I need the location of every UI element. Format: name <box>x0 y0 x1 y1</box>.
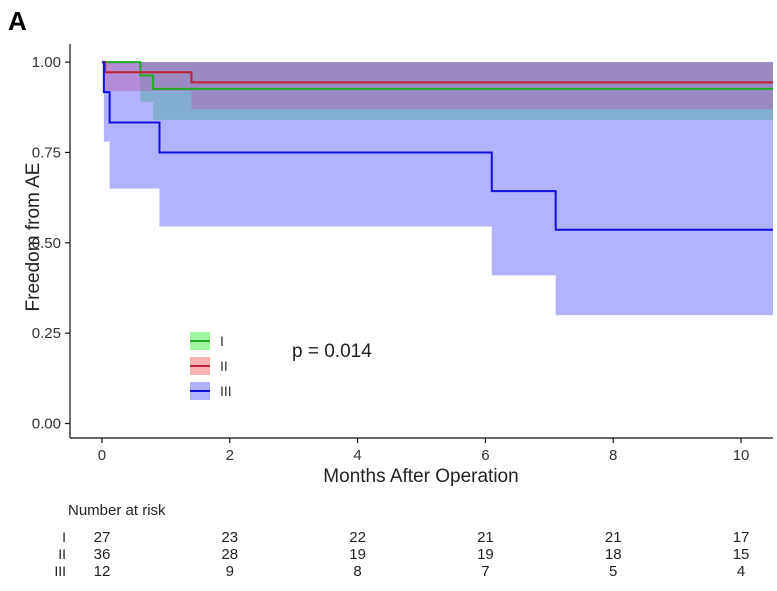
y-tick-label: 0.25 <box>32 325 61 342</box>
survival-curves <box>101 61 773 231</box>
ci-band-iii-segment <box>109 62 160 189</box>
axes: 0.00 0.25 0.50 0.75 1.00 0 2 4 6 8 10 <box>32 44 773 464</box>
ci-band-iii-segment <box>555 62 773 316</box>
x-tick-label: 2 <box>226 447 234 464</box>
risk-count: 21 <box>604 529 622 546</box>
legend-label-iii: III <box>220 383 232 399</box>
risk-count: 28 <box>221 546 239 563</box>
y-tick-label: 0.00 <box>32 416 61 433</box>
risk-count: 12 <box>93 563 111 580</box>
risk-count: 15 <box>732 546 750 563</box>
risk-count: 23 <box>221 529 239 546</box>
x-tick-label: 0 <box>98 447 106 464</box>
risk-count: 5 <box>609 563 618 580</box>
panel-label: A <box>8 6 27 36</box>
x-axis-label: Months After Operation <box>323 466 519 487</box>
risk-count: 9 <box>225 563 234 580</box>
ci-band-iii-segment <box>491 62 556 276</box>
km-curve-iii <box>101 61 773 231</box>
x-tick-label: 8 <box>609 447 617 464</box>
p-value-annotation: p = 0.014 <box>292 341 372 362</box>
risk-row-label-iii: III <box>54 563 66 579</box>
confidence-bands <box>103 62 774 316</box>
x-tick-label: 10 <box>733 447 750 464</box>
risk-count: 17 <box>732 529 750 546</box>
risk-row-label-ii: II <box>58 546 66 562</box>
ci-band-iii-segment <box>103 62 110 142</box>
y-tick-label: 0.75 <box>32 144 61 161</box>
risk-count: 4 <box>736 563 746 580</box>
risk-row-label-i: I <box>62 529 66 545</box>
legend-label-ii: II <box>220 358 228 374</box>
risk-count: 22 <box>349 529 366 546</box>
km-curve-i <box>101 61 773 90</box>
risk-count: 27 <box>93 529 111 546</box>
risk-count: 36 <box>93 546 111 563</box>
ci-band-iii-segment <box>159 62 492 227</box>
risk-count: 7 <box>481 563 490 580</box>
x-tick-label: 6 <box>481 447 489 464</box>
x-tick-label: 4 <box>353 447 361 464</box>
risk-count: 19 <box>477 546 494 563</box>
risk-count: 19 <box>349 546 366 563</box>
risk-count: 8 <box>353 563 362 580</box>
risk-count: 21 <box>477 529 494 546</box>
y-tick-label: 0.50 <box>32 235 61 252</box>
y-tick-label: 1.00 <box>32 54 61 71</box>
risk-count: 18 <box>604 546 622 563</box>
legend-label-i: I <box>220 333 224 349</box>
risk-table-title: Number at risk <box>68 502 166 519</box>
